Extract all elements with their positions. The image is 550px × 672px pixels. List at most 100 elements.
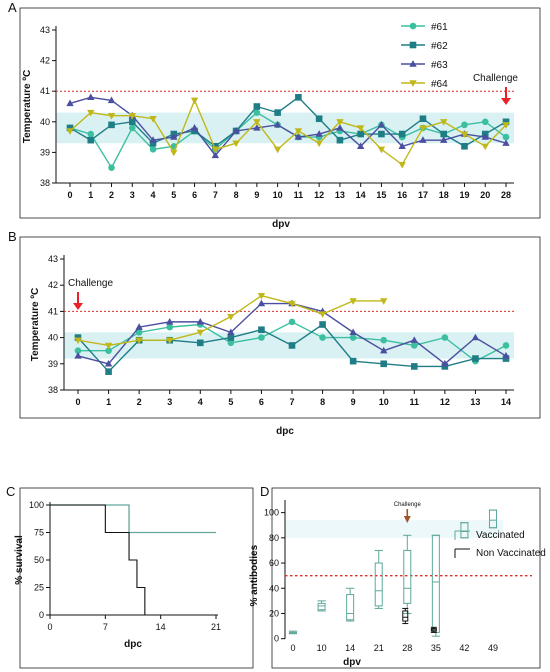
data-point	[253, 109, 261, 116]
legend-swatch-marker	[409, 22, 417, 30]
data-point	[227, 328, 235, 336]
x-tick-label: 9	[351, 397, 356, 407]
data-point	[319, 334, 326, 341]
x-tick-label: 5	[171, 190, 176, 200]
data-point	[74, 352, 82, 359]
data-point	[74, 347, 82, 355]
x-tick-label: 12	[440, 397, 450, 407]
data-point	[227, 334, 235, 341]
x-tick-label: 6	[259, 397, 264, 407]
data-point	[481, 118, 489, 126]
data-point	[211, 146, 220, 154]
challenge-annotation: Challenge	[68, 278, 113, 289]
y-tick-label: 38	[48, 385, 58, 395]
y-tick-label: 60	[269, 558, 279, 568]
x-tick-label: 10	[379, 397, 389, 407]
data-point	[149, 116, 157, 123]
legend-label: #61	[431, 22, 448, 33]
data-point	[212, 142, 219, 150]
data-point	[128, 124, 136, 132]
data-point	[380, 298, 388, 305]
data-point	[319, 321, 326, 328]
data-point	[336, 124, 344, 131]
data-point	[74, 337, 82, 345]
data-point	[288, 342, 296, 349]
x-tick-label: 28	[501, 190, 511, 200]
y-tick-label: 75	[34, 528, 44, 538]
y-tick-label: 0	[274, 634, 279, 644]
data-point	[149, 139, 157, 147]
variation-band	[56, 112, 514, 144]
data-point	[398, 130, 406, 138]
data-point	[318, 311, 327, 318]
legend-swatch-marker	[409, 60, 417, 67]
y-tick-label: 40	[48, 333, 58, 343]
x-tick-label: 16	[397, 190, 407, 200]
data-point	[87, 130, 95, 138]
data-point	[128, 112, 136, 120]
x-tick-label: 10	[273, 190, 283, 200]
panel-label: B	[8, 229, 17, 244]
legend-label: #64	[431, 79, 448, 90]
data-point	[380, 336, 388, 344]
series-line	[69, 96, 507, 148]
data-point	[377, 146, 386, 154]
data-point	[419, 125, 427, 132]
data-point	[502, 122, 510, 129]
box	[317, 602, 326, 611]
data-point	[105, 368, 112, 375]
data-point	[104, 359, 113, 367]
legend: Vaccinated Non Vaccinated	[454, 530, 546, 559]
data-point	[135, 329, 143, 336]
legend: #61 #62 #63 #64	[401, 22, 448, 90]
legend-label: #63	[431, 60, 448, 71]
x-tick-label: 42	[459, 643, 469, 653]
data-point	[87, 93, 95, 101]
data-point	[166, 337, 174, 345]
data-point	[349, 357, 357, 365]
data-point	[190, 97, 199, 105]
data-point	[378, 130, 385, 138]
data-point	[349, 298, 357, 305]
data-point	[377, 120, 386, 128]
y-tick-label: 100	[29, 500, 44, 510]
data-point	[481, 133, 489, 140]
y-tick-label: 42	[48, 280, 58, 290]
data-point	[66, 99, 74, 107]
data-point	[502, 139, 510, 146]
data-point	[315, 115, 323, 123]
chart-panel-c: C 0 25 50 75 100 0 7 14 21 % survival dpc	[6, 484, 254, 669]
challenge-arrow	[73, 292, 83, 310]
x-tick-label: 15	[376, 190, 386, 200]
data-point	[481, 143, 489, 151]
panel-frame	[19, 236, 541, 419]
series-line	[69, 96, 507, 157]
data-point	[273, 146, 282, 154]
panel-frame	[19, 7, 541, 219]
data-point	[166, 317, 174, 325]
box	[346, 594, 355, 621]
x-tick-label: 1	[88, 190, 93, 200]
data-point	[108, 164, 115, 171]
data-point	[232, 127, 240, 134]
data-point	[380, 360, 388, 368]
data-point	[149, 146, 157, 153]
data-point	[440, 119, 448, 126]
x-tick-label: 3	[130, 190, 135, 200]
x-axis-label: dpc	[276, 426, 294, 437]
y-tick-label: 41	[48, 306, 58, 316]
box	[403, 549, 412, 604]
x-tick-label: 4	[198, 397, 203, 407]
data-point	[502, 352, 510, 359]
x-tick-label: 5	[228, 397, 233, 407]
data-point	[196, 329, 204, 337]
legend-label: #62	[431, 41, 448, 52]
box	[431, 534, 440, 633]
data-point	[253, 124, 261, 131]
x-tick-label: 7	[289, 397, 294, 407]
data-point	[356, 142, 365, 149]
y-tick-label: 25	[34, 583, 44, 593]
box	[460, 522, 469, 539]
